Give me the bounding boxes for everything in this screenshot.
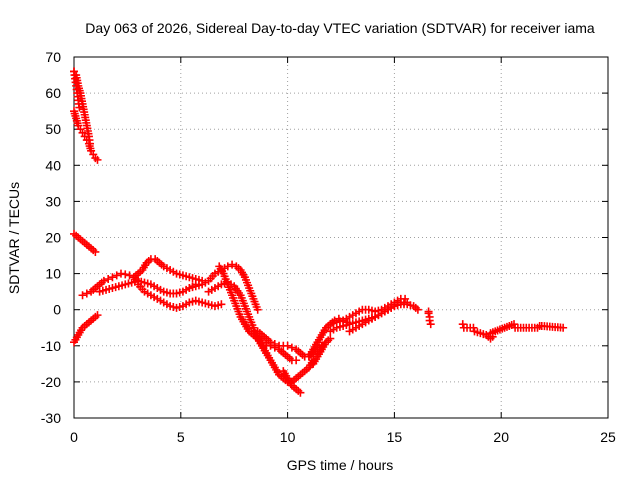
y-tick-label: -10 (41, 338, 61, 354)
data-point (112, 271, 121, 280)
x-tick-label: 5 (177, 429, 185, 445)
y-tick-label: 10 (45, 266, 61, 282)
data-points (70, 67, 568, 397)
data-series-arc-d (70, 229, 100, 256)
data-point (223, 262, 232, 271)
data-point (283, 341, 292, 350)
data-series-arc-e (70, 311, 102, 347)
x-axis-title: GPS time / hours (287, 457, 394, 473)
grid-lines (74, 57, 608, 418)
data-point (78, 291, 87, 300)
x-tick-label: 20 (493, 429, 509, 445)
data-point (104, 275, 113, 284)
y-tick-label: 60 (45, 85, 61, 101)
data-point (559, 323, 568, 332)
data-point (296, 388, 305, 397)
y-tick-label: 0 (53, 302, 61, 318)
y-axis-title: SDTVAR / TECUs (6, 182, 22, 294)
data-series-arc-n (253, 334, 318, 386)
data-series-arc-b (70, 107, 102, 164)
data-point (469, 323, 478, 332)
data-point (253, 305, 262, 314)
data-series-arc-f (78, 269, 143, 300)
data-point (287, 343, 296, 352)
x-tick-label: 25 (600, 429, 616, 445)
data-point (121, 270, 130, 279)
data-point (75, 103, 84, 112)
data-point (424, 309, 433, 318)
x-tick-labels: 0 5 10 15 20 25 (70, 429, 616, 445)
data-series-arc-u (424, 307, 435, 329)
data-series-arc-g (95, 276, 200, 298)
data-point (292, 356, 301, 365)
data-series-arc-c (70, 67, 84, 112)
x-tick-label: 10 (280, 429, 296, 445)
data-point (458, 320, 467, 329)
data-series-arc-t (345, 300, 422, 336)
data-point (425, 316, 434, 325)
data-point (91, 247, 100, 256)
y-tick-label: -30 (41, 410, 61, 426)
data-point (108, 273, 117, 282)
data-point (326, 334, 335, 343)
data-series-arc-o (279, 367, 305, 397)
data-series-arc-i (134, 280, 226, 312)
y-tick-label: 30 (45, 193, 61, 209)
chart-title: Day 063 of 2026, Sidereal Day-to-day VTE… (85, 20, 595, 36)
data-series-arc-q (309, 334, 335, 368)
data-point (228, 260, 237, 269)
data-point (270, 339, 279, 348)
y-tick-label: 50 (45, 121, 61, 137)
data-point (426, 320, 435, 329)
axis-ticks (73, 56, 609, 419)
data-point (401, 294, 410, 303)
data-point (510, 320, 519, 329)
y-tick-label: 20 (45, 230, 61, 246)
y-tick-label: -20 (41, 374, 61, 390)
data-point (82, 289, 91, 298)
y-tick-label: 40 (45, 157, 61, 173)
data-series-arc-p (304, 314, 352, 361)
y-tick-labels: -30 -20 -10 0 10 20 30 40 50 60 70 (41, 49, 61, 426)
x-tick-label: 15 (387, 429, 403, 445)
data-point (93, 311, 102, 320)
data-point (99, 276, 108, 285)
x-tick-label: 0 (70, 429, 78, 445)
data-point (413, 305, 422, 314)
data-point (217, 300, 226, 309)
data-series-arc-v (458, 320, 568, 343)
y-tick-label: 70 (45, 49, 61, 65)
data-point (93, 155, 102, 164)
data-point (266, 338, 275, 347)
